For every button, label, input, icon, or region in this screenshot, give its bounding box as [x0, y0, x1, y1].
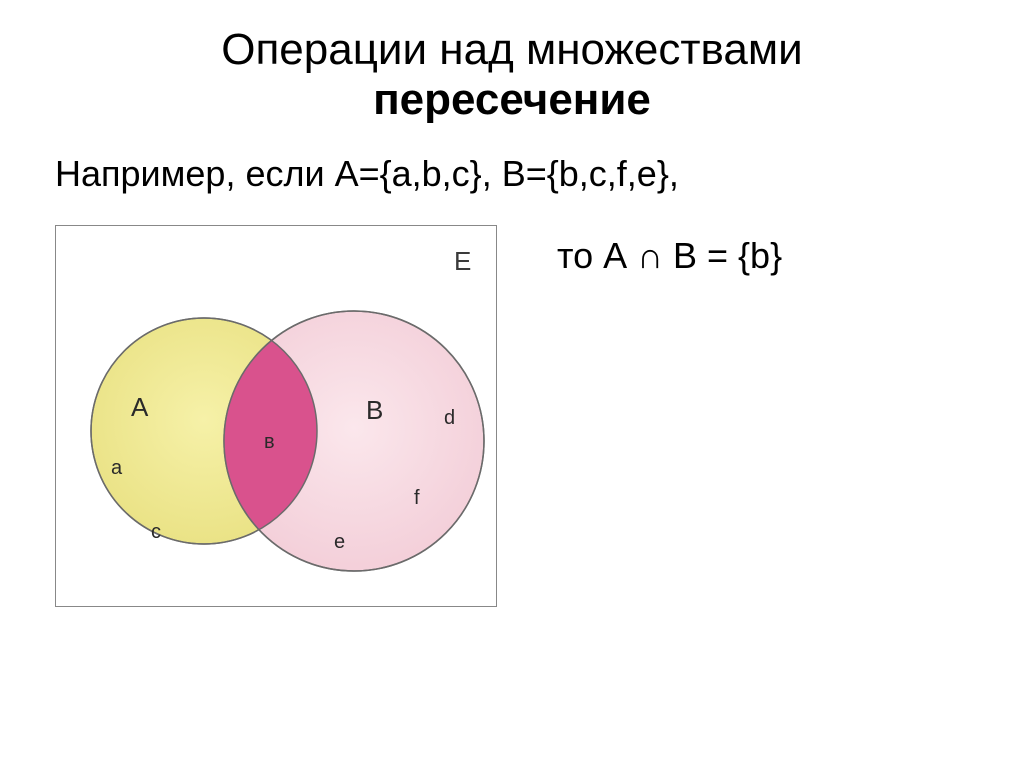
title-line-1: Операции над множествами	[0, 25, 1024, 75]
label-c: с	[151, 521, 161, 543]
universal-label: E	[454, 246, 471, 276]
label-a: a	[111, 457, 123, 479]
example-text: Например, если A={a,b,c}, B={b,c,f,e},	[0, 153, 1024, 195]
result-text: то А ∩ В = {b}	[497, 225, 782, 607]
venn-svg: E A B a с в d e f	[56, 226, 496, 606]
venn-diagram-box: E A B a с в d e f	[55, 225, 497, 607]
label-B: B	[366, 395, 383, 425]
title-line-2: пересечение	[0, 75, 1024, 125]
label-e: e	[334, 531, 345, 553]
label-f: f	[414, 487, 420, 509]
slide-title: Операции над множествами пересечение	[0, 0, 1024, 125]
label-v: в	[264, 431, 275, 453]
content-row: E A B a с в d e f то А ∩ В = {b}	[0, 225, 1024, 607]
label-A: A	[131, 392, 149, 422]
label-d: d	[444, 407, 455, 429]
